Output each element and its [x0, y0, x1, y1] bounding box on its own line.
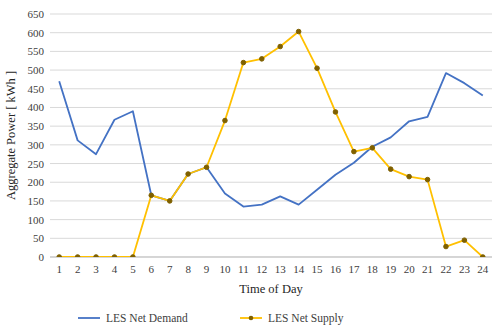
x-tick-label: 3 — [93, 263, 99, 275]
x-tick-label: 11 — [238, 263, 249, 275]
series-marker — [425, 177, 430, 182]
y-tick-label: 550 — [28, 45, 45, 57]
y-tick-label: 150 — [28, 195, 45, 207]
series-marker — [259, 57, 264, 62]
series-marker — [149, 193, 154, 198]
series-marker — [480, 255, 485, 257]
y-tick-label: 50 — [33, 232, 45, 244]
series-marker — [278, 44, 283, 49]
y-tick-label: 650 — [28, 8, 45, 20]
grid-line — [50, 14, 492, 15]
y-tick-label: 300 — [28, 139, 45, 151]
grid-line — [50, 107, 492, 108]
y-axis-title: Aggregate Power [ kWh ] — [4, 71, 18, 200]
series-marker — [186, 172, 191, 177]
x-tick-label: 9 — [204, 263, 210, 275]
legend-label: LES Net Demand — [106, 312, 188, 324]
grid-line — [50, 144, 492, 145]
y-tick-label: 200 — [28, 176, 45, 188]
grid-line — [50, 238, 492, 239]
x-tick-label: 21 — [422, 263, 433, 275]
series-marker — [57, 255, 62, 257]
series-marker — [462, 238, 467, 243]
x-tick-label: 4 — [112, 263, 118, 275]
y-tick-label: 0 — [39, 251, 45, 263]
x-tick-label: 15 — [312, 263, 324, 275]
x-tick-label: 8 — [185, 263, 191, 275]
series-line — [59, 32, 483, 257]
grid-line — [50, 32, 492, 33]
series-marker — [333, 110, 338, 115]
legend-marker — [249, 316, 254, 321]
chart: 0 50 100 150 200 250 300 350 400 450 500 550 600 650 1… — [0, 0, 500, 330]
x-tick-label: 5 — [130, 263, 136, 275]
series-line — [59, 73, 483, 206]
x-tick-label: 23 — [459, 263, 471, 275]
grid-line — [50, 126, 492, 127]
x-tick-label: 22 — [440, 263, 451, 275]
x-axis-title: Time of Day — [239, 282, 303, 296]
series-marker — [352, 149, 357, 154]
x-tick-label: 14 — [293, 263, 305, 275]
x-tick-label: 1 — [56, 263, 62, 275]
y-tick-label: 250 — [28, 158, 45, 170]
grid-line — [50, 70, 492, 71]
y-tick-label: 500 — [28, 64, 45, 76]
series-marker — [370, 146, 375, 151]
grid-line — [50, 88, 492, 89]
series-marker — [131, 255, 136, 257]
series-marker — [241, 60, 246, 65]
series-marker — [296, 29, 301, 34]
x-tick-label: 19 — [385, 263, 397, 275]
grid-line — [50, 163, 492, 164]
x-tick-label: 10 — [219, 263, 231, 275]
series-marker — [315, 66, 320, 71]
y-tick-label: 600 — [28, 27, 45, 39]
x-tick-label: 17 — [348, 263, 360, 275]
x-tick-label: 18 — [367, 263, 379, 275]
x-tick-label: 7 — [167, 263, 173, 275]
series-marker — [75, 255, 80, 257]
series-marker — [223, 118, 228, 123]
grid-line — [50, 219, 492, 220]
legend-label: LES Net Supply — [268, 312, 344, 325]
y-tick-label: 350 — [28, 120, 45, 132]
plot-area — [57, 29, 485, 257]
x-tick-label: 12 — [256, 263, 267, 275]
grid-line — [50, 182, 492, 183]
series-marker — [388, 167, 393, 172]
x-tick-label: 20 — [404, 263, 416, 275]
series-marker — [204, 165, 209, 170]
series-marker — [444, 244, 449, 249]
x-tick-label: 2 — [75, 263, 81, 275]
y-tick-label: 400 — [28, 101, 45, 113]
x-tick-label: 13 — [275, 263, 287, 275]
x-tick-label: 24 — [477, 263, 489, 275]
series-marker — [94, 255, 99, 257]
series-marker — [407, 174, 412, 179]
y-tick-label: 100 — [28, 214, 45, 226]
x-tick-label: 6 — [149, 263, 155, 275]
series-marker — [112, 255, 117, 257]
series-marker — [167, 199, 172, 204]
legend-swatch — [78, 317, 100, 319]
x-tick-label: 16 — [330, 263, 342, 275]
y-tick-label: 450 — [28, 83, 45, 95]
